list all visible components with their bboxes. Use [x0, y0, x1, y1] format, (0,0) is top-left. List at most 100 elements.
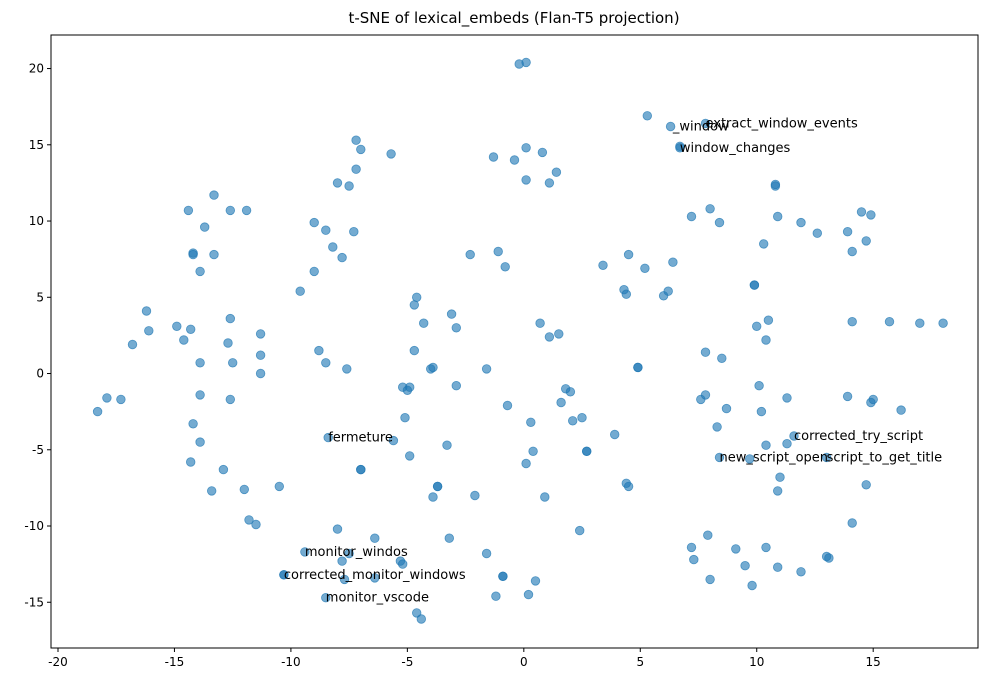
scatter-point-26 [188, 248, 198, 258]
scatter-point-1 [521, 57, 531, 68]
scatter-point-200 [847, 518, 857, 528]
scatter-point-11 [332, 178, 343, 188]
scatter-point-83 [195, 390, 205, 400]
scatter-point-180 [416, 614, 427, 624]
scatter-point-47 [686, 211, 697, 222]
x-tick-label-7: 15 [866, 655, 881, 669]
scatter-point-107 [565, 387, 576, 397]
scatter-point-71 [144, 326, 154, 336]
point-annotation-7: monitor_windos [305, 545, 408, 560]
scatter-point-136 [356, 464, 366, 475]
scatter-point-65 [761, 335, 771, 345]
scatter-point-53 [759, 239, 769, 249]
scatter-point-27 [209, 249, 219, 260]
scatter-point-141 [540, 492, 550, 502]
scatter-point-148 [700, 390, 711, 400]
scatter-point-88 [446, 309, 457, 319]
scatter-point-12 [344, 181, 354, 191]
scatter-point-111 [568, 416, 578, 426]
scatter-point-156 [866, 397, 876, 408]
scatter-point-177 [398, 559, 408, 569]
x-tick-label-1: -15 [165, 655, 185, 669]
point-annotation-0: _window [672, 120, 729, 135]
y-tick-label-2: -5 [32, 443, 44, 457]
scatter-point-36 [465, 249, 475, 260]
scatter-point-184 [498, 571, 508, 582]
scatter-point-190 [703, 530, 713, 540]
scatter-point-142 [575, 525, 585, 536]
scatter-point-49 [714, 217, 725, 228]
x-tick-label-2: -10 [281, 655, 301, 669]
scatter-point-130 [239, 484, 250, 495]
scatter-point-164 [775, 472, 785, 482]
scatter-point-7 [351, 135, 361, 145]
scatter-point-38 [500, 262, 510, 272]
scatter-point-23 [241, 205, 252, 216]
scatter-point-189 [689, 554, 699, 565]
scatter-point-77 [223, 338, 233, 348]
scatter-point-41 [640, 263, 650, 274]
y-tick-label-5: 10 [29, 214, 44, 228]
scatter-point-39 [598, 260, 608, 271]
scatter-point-64 [752, 321, 762, 332]
scatter-point-117 [388, 435, 399, 446]
scatter-point-18 [521, 175, 531, 185]
scatter-point-191 [731, 544, 741, 554]
scatter-point-93 [481, 364, 492, 374]
scatter-point-114 [582, 446, 592, 457]
x-tick-label-6: 10 [749, 655, 764, 669]
scatter-point-46 [658, 291, 669, 301]
scatter-point-162 [714, 452, 725, 463]
scatter-point-58 [866, 210, 876, 220]
scatter-point-131 [274, 481, 285, 492]
scatter-point-15 [521, 143, 531, 153]
scatter-point-194 [773, 562, 783, 572]
scatter-point-199 [824, 553, 834, 563]
scatter-point-125 [188, 419, 198, 429]
scatter-point-196 [747, 580, 757, 591]
scatter-point-13 [488, 152, 499, 162]
point-annotation-6: script_to_get_title [827, 450, 943, 465]
scatter-point-37 [493, 246, 503, 257]
scatter-point-68 [915, 318, 925, 328]
scatter-point-24 [199, 222, 210, 232]
scatter-point-157 [896, 405, 906, 415]
scatter-point-40 [623, 249, 634, 260]
scatter-point-178 [321, 593, 331, 603]
scatter-point-19 [544, 178, 555, 188]
scatter-point-100 [342, 364, 352, 374]
scatter-point-69 [938, 318, 948, 328]
scatter-point-133 [251, 519, 261, 530]
y-tick-label-0: -15 [24, 595, 44, 609]
x-tick-label-5: 5 [636, 655, 644, 669]
scatter-point-166 [861, 480, 871, 490]
scatter-point-59 [861, 236, 871, 246]
scatter-point-2 [642, 111, 653, 121]
point-annotation-5: new_script_open [720, 450, 829, 465]
scatter-point-167 [332, 524, 343, 534]
scatter-point-138 [432, 481, 443, 492]
scatter-point-9 [386, 149, 396, 159]
scatter-point-90 [409, 345, 420, 356]
scatter-point-187 [523, 589, 534, 600]
scatter-point-122 [92, 406, 103, 417]
scatter-point-20 [209, 190, 219, 200]
scatter-point-195 [705, 574, 715, 585]
scatter-point-192 [740, 561, 750, 571]
scatter-point-197 [796, 567, 806, 577]
point-annotation-9: monitor_vscode [326, 591, 429, 606]
scatter-point-89 [451, 323, 462, 333]
scatter-point-170 [344, 548, 354, 559]
scatter-point-124 [116, 394, 126, 405]
scatter-point-145 [700, 347, 711, 357]
scatter-point-66 [847, 317, 857, 327]
scatter-point-22 [183, 205, 194, 216]
scatter-point-154 [842, 391, 853, 402]
scatter-point-146 [717, 353, 727, 364]
scatter-point-152 [756, 406, 767, 417]
scatter-point-144 [623, 481, 634, 492]
scatter-point-14 [509, 155, 520, 165]
scatter-point-33 [337, 252, 347, 263]
